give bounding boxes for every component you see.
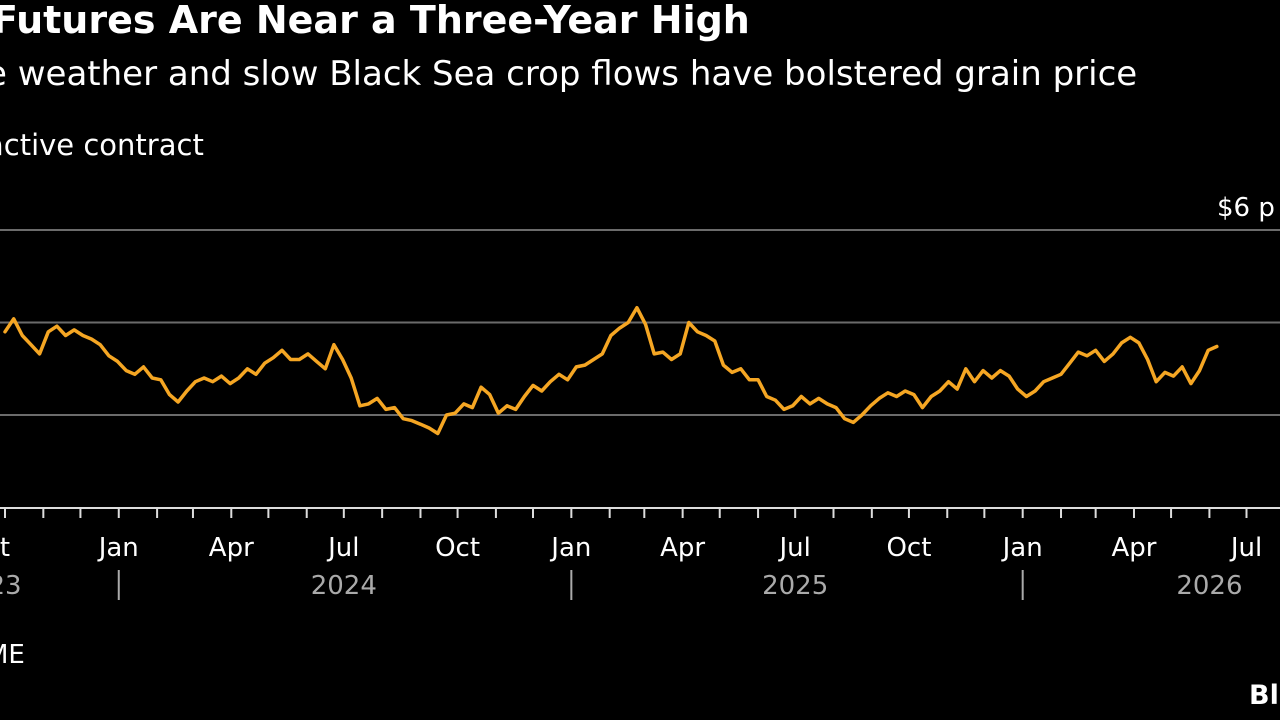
x-tick-label: Jan (1001, 533, 1043, 563)
x-tick-label: Jan (97, 533, 139, 563)
x-tick-label: Apr (660, 533, 705, 563)
year-label: 2024 (311, 571, 377, 601)
year-label: 2026 (1176, 571, 1242, 601)
unit-note: active contract (0, 128, 204, 162)
year-label: 2025 (762, 571, 828, 601)
x-tick-label: Apr (1111, 533, 1156, 563)
x-tick-label: t (0, 533, 10, 563)
chart-subtitle: e weather and slow Black Sea crop flows … (0, 54, 1138, 94)
brand-logo: Bl (1249, 680, 1279, 711)
x-tick-label: Jul (1229, 533, 1262, 563)
x-tick-label: Jan (549, 533, 591, 563)
year-label: 23 (0, 571, 22, 601)
chart-title: Futures Are Near a Three-Year High (0, 0, 750, 42)
gridline-label: $6 p (1217, 193, 1275, 223)
x-tick-label: Oct (886, 533, 931, 563)
x-tick-label: Jul (777, 533, 810, 563)
x-tick-label: Apr (209, 533, 254, 563)
source-note: ME (0, 640, 25, 670)
series-line (3, 305, 1219, 436)
x-tick-label: Jul (326, 533, 359, 563)
x-tick-label: Oct (435, 533, 480, 563)
